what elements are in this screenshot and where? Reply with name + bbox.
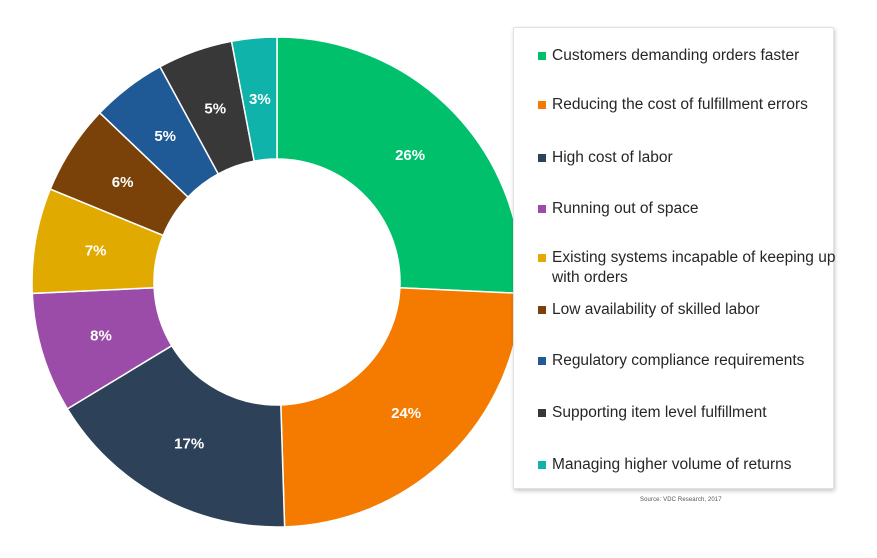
legend-swatch-5: [538, 306, 546, 314]
slice-2: [66, 344, 286, 528]
slice-group: [31, 36, 523, 528]
source-note: Source: VDC Research, 2017: [640, 497, 722, 503]
slice-label-2: 17%: [174, 436, 204, 453]
slice-label-7: 5%: [204, 101, 226, 118]
legend-swatch-6: [538, 357, 546, 365]
legend-swatch-4: [538, 254, 546, 262]
legend-item-3: Running out of space: [538, 199, 837, 219]
legend-label-5: Low availability of skilled labor: [552, 301, 760, 318]
legend-swatch-8: [538, 461, 546, 469]
legend-item-8: Managing higher volume of returns: [538, 455, 837, 475]
slice-label-3: 8%: [90, 328, 112, 345]
legend-label-8: Managing higher volume of returns: [552, 456, 792, 473]
legend: Customers demanding orders faster Reducin…: [513, 27, 837, 489]
legend-swatch-0: [538, 52, 546, 60]
slice-8: [230, 36, 278, 163]
legend-swatch-7: [538, 409, 546, 417]
slice-label-group: 26% 24% 17% 8% 7% 6% 5% 5% 3%: [85, 91, 425, 453]
legend-swatch-2: [538, 154, 546, 162]
legend-label-1: Reducing the cost of fulfillment errors: [552, 96, 808, 113]
legend-label-7: Supporting item level fulfillment: [552, 404, 767, 421]
legend-item-0: Customers demanding orders faster: [538, 46, 837, 66]
legend-label-0: Customers demanding orders faster: [552, 47, 800, 64]
slice-label-6: 5%: [154, 128, 176, 145]
slice-label-8: 3%: [249, 91, 271, 108]
slice-label-5: 6%: [112, 174, 134, 191]
legend-label-4: Existing systems incapable of keeping up…: [552, 249, 836, 286]
slice-label-1: 24%: [391, 405, 421, 422]
slice-1: [280, 286, 523, 528]
legend-item-2: High cost of labor: [538, 148, 837, 168]
legend-label-2: High cost of labor: [552, 149, 673, 166]
legend-label-6: Regulatory compliance requirements: [552, 352, 805, 369]
legend-item-4: Existing systems incapable of keeping up…: [538, 248, 837, 288]
slice-label-0: 26%: [395, 147, 425, 164]
legend-item-1: Reducing the cost of fulfillment errors: [538, 95, 837, 115]
legend-item-5: Low availability of skilled labor: [538, 300, 837, 320]
slice-label-4: 7%: [85, 243, 107, 260]
legend-swatch-3: [538, 205, 546, 213]
slice-0: [276, 36, 523, 295]
legend-item-7: Supporting item level fulfillment: [538, 403, 837, 423]
legend-item-6: Regulatory compliance requirements: [538, 351, 837, 371]
legend-label-3: Running out of space: [552, 200, 699, 217]
legend-swatch-1: [538, 101, 546, 109]
